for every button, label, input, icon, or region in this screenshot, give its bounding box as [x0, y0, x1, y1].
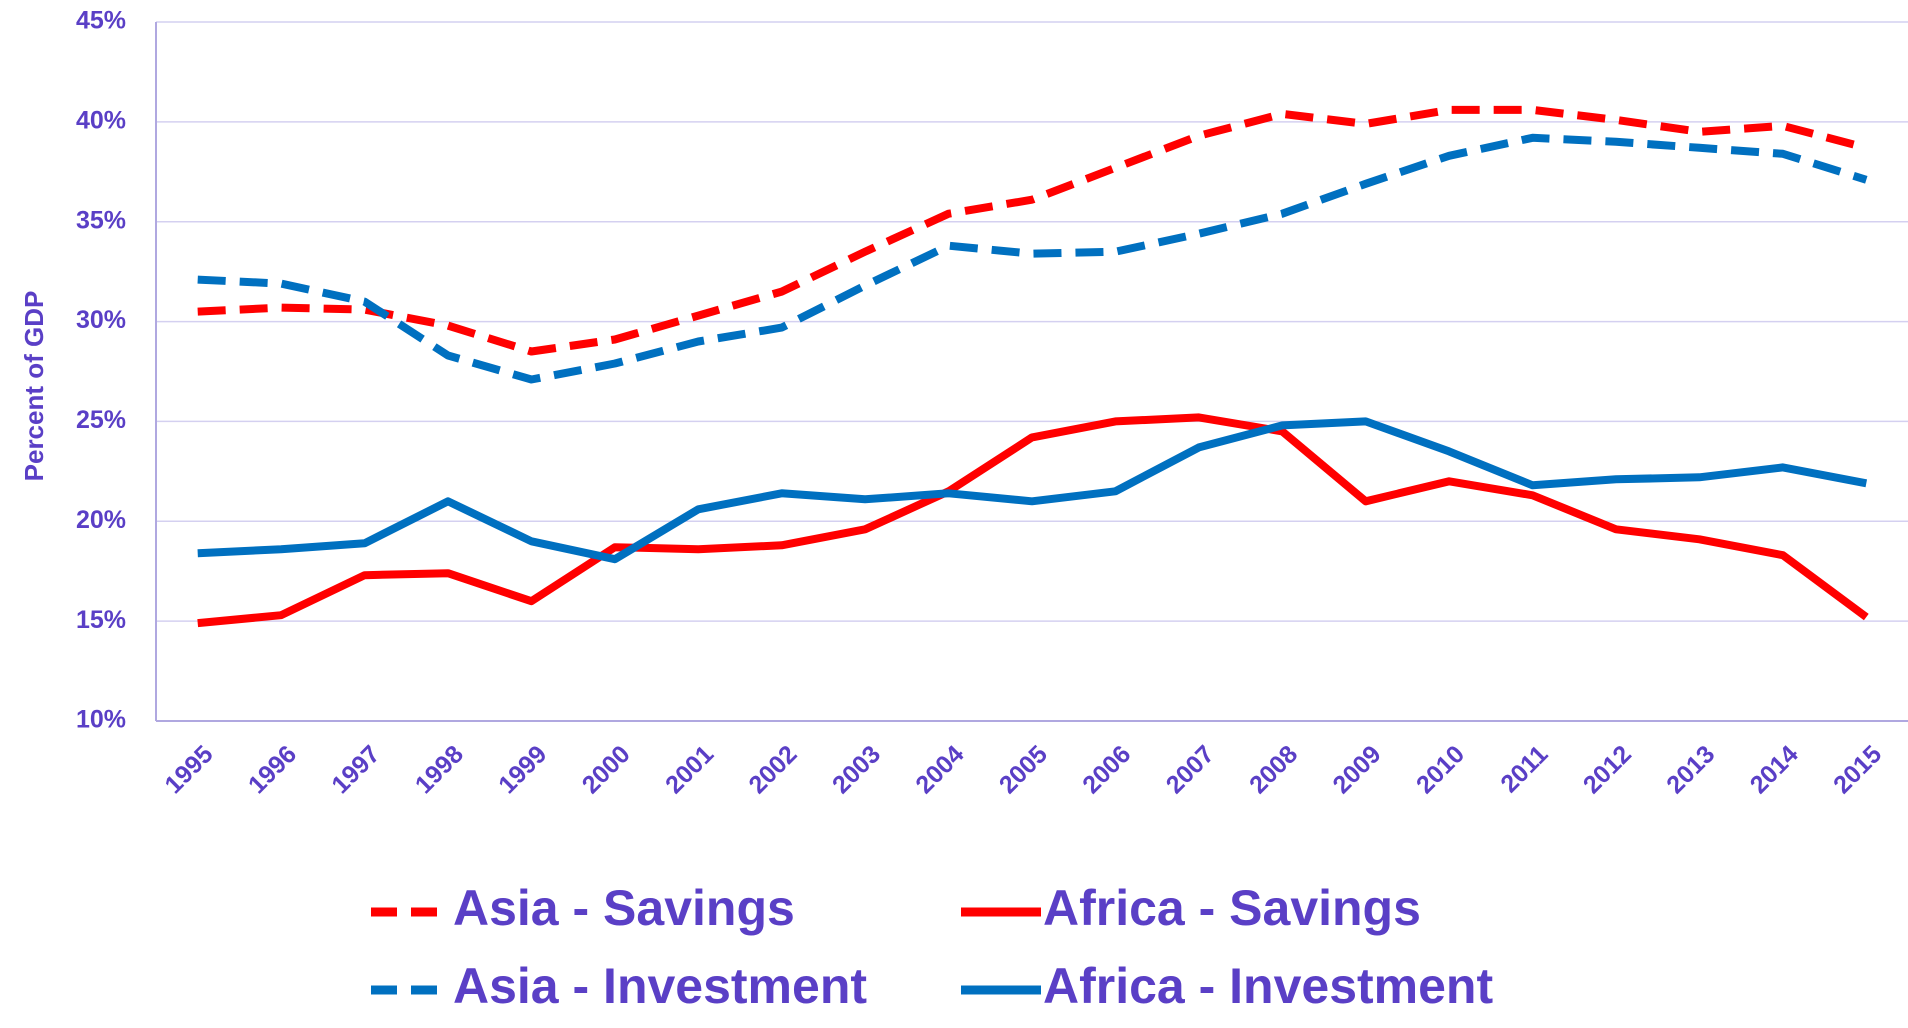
x-tick-label: 2014 — [1745, 740, 1804, 799]
x-tick-label: 2006 — [1077, 740, 1136, 799]
series-line — [197, 413, 1869, 628]
y-tick-label: 15% — [76, 606, 126, 634]
x-tick-label: 2012 — [1578, 740, 1637, 799]
x-tick-label: 2011 — [1495, 740, 1553, 798]
x-tick-label: 2001 — [660, 740, 719, 799]
legend-label: Africa - Investment — [1043, 958, 1493, 1014]
legend-label: Africa - Savings — [1043, 880, 1421, 936]
y-tick-label: 35% — [76, 206, 126, 234]
x-tick-label: 2003 — [827, 740, 886, 799]
legend-label: Asia - Investment — [453, 958, 867, 1014]
x-tick-label: 2000 — [577, 740, 636, 799]
x-tick-label: 1995 — [159, 740, 218, 799]
x-tick-label: 2002 — [743, 740, 802, 799]
x-tick-label: 2013 — [1661, 740, 1720, 799]
y-tick-label: 25% — [76, 406, 126, 434]
y-tick-label: 45% — [76, 7, 126, 35]
x-tick-label: 2008 — [1244, 740, 1303, 799]
x-tick-label: 1996 — [243, 740, 302, 799]
x-tick-label: 2004 — [910, 740, 969, 799]
x-tick-label: 2007 — [1161, 740, 1220, 799]
x-tick-label: 1998 — [410, 740, 469, 799]
x-tick-label: 2009 — [1327, 740, 1386, 799]
y-tick-label: 20% — [76, 506, 126, 534]
series-line — [197, 105, 1868, 356]
series-line — [197, 417, 1868, 564]
x-tick-label: 1997 — [326, 740, 385, 799]
x-tick-label: 2010 — [1411, 740, 1470, 799]
x-tick-label: 2005 — [994, 740, 1053, 799]
x-tick-label: 1999 — [493, 740, 552, 799]
y-tick-label: 10% — [76, 706, 126, 734]
x-tick-label: 2015 — [1828, 740, 1887, 799]
y-tick-label: 30% — [76, 306, 126, 334]
series-line — [197, 133, 1868, 384]
y-axis-title: Percent of GDP — [19, 291, 49, 482]
y-tick-label: 40% — [76, 106, 126, 134]
legend-label: Asia - Savings — [453, 880, 795, 936]
